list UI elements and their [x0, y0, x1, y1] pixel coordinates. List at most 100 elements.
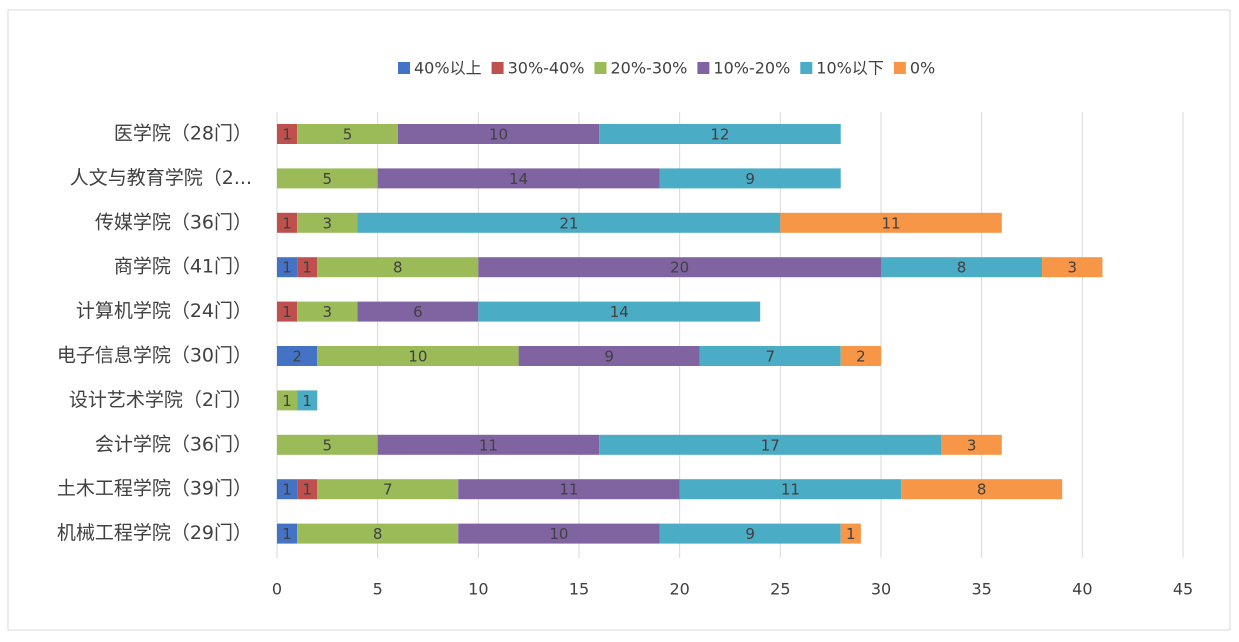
bar-segment [840, 346, 881, 366]
y-tick-label: 人文与教育学院（2... [70, 167, 252, 189]
bar-segment [478, 257, 881, 278]
legend-label: 10%-20% [713, 59, 790, 78]
bar-segment [277, 301, 298, 322]
data-label: 9 [604, 348, 614, 366]
bar-segment [297, 523, 459, 544]
bar-segment [478, 301, 761, 322]
data-label: 3 [967, 436, 977, 454]
data-label: 11 [781, 481, 800, 499]
bar-segment [458, 523, 660, 544]
bar-segment [277, 124, 298, 144]
bar-segment [277, 346, 318, 366]
data-label: 1 [282, 481, 292, 499]
x-tick-label: 35 [971, 580, 991, 599]
bar-segment [297, 257, 318, 278]
data-label: 1 [302, 481, 312, 499]
data-label: 11 [559, 481, 578, 499]
data-label: 8 [373, 525, 383, 543]
data-label: 1 [302, 259, 312, 277]
x-tick-label: 20 [669, 580, 689, 599]
bar-segment [357, 301, 479, 322]
bar-segment [297, 479, 318, 500]
bar-segment [317, 479, 459, 500]
x-tick-label: 15 [569, 580, 589, 599]
bar-segment [277, 523, 298, 544]
legend-label: 10%以下 [816, 59, 884, 78]
bar-segment [297, 124, 398, 144]
bar-segment [840, 523, 861, 544]
data-label: 7 [765, 348, 775, 366]
data-label: 20 [670, 259, 689, 277]
bar-segment [357, 212, 781, 233]
data-label: 1 [846, 525, 856, 543]
data-label: 14 [610, 303, 629, 321]
data-label: 10 [489, 126, 508, 144]
data-label: 8 [977, 481, 987, 499]
bar-segment [397, 124, 600, 144]
legend-swatch [491, 62, 504, 74]
bar-segment [941, 434, 1002, 455]
data-label: 3 [323, 214, 333, 232]
bar-segment [679, 479, 902, 500]
x-tick-label: 40 [1072, 580, 1092, 599]
data-label: 17 [761, 436, 780, 454]
y-tick-label: 土木工程学院（39门） [57, 478, 252, 500]
data-label: 1 [282, 525, 292, 543]
data-label: 11 [882, 214, 901, 232]
y-tick-label: 设计艺术学院（2门） [69, 389, 252, 411]
y-tick-label: 计算机学院（24门） [76, 300, 252, 322]
data-label: 3 [323, 303, 333, 321]
data-label: 9 [745, 525, 755, 543]
legend-swatch [398, 62, 410, 74]
bar-segment [277, 168, 378, 189]
data-label: 2 [292, 348, 302, 366]
data-label: 8 [393, 259, 403, 277]
x-tick-label: 45 [1173, 580, 1193, 599]
y-tick-label: 会计学院（36门） [95, 433, 252, 455]
y-tick-label: 机械工程学院（29门） [57, 522, 252, 544]
data-label: 1 [282, 392, 292, 410]
data-label: 1 [302, 392, 312, 410]
data-label: 6 [413, 303, 423, 321]
x-tick-label: 30 [871, 580, 891, 599]
data-label: 12 [710, 126, 729, 144]
y-tick-label: 电子信息学院（30门） [57, 345, 252, 367]
bar-segment [277, 434, 378, 455]
bar-segment [901, 479, 1063, 500]
legend-label: 40%以上 [414, 59, 482, 78]
bar-segment [780, 212, 1002, 233]
bar-segment [518, 346, 700, 366]
data-label: 5 [323, 436, 333, 454]
y-tick-label: 商学院（41门） [114, 256, 252, 278]
data-label: 9 [745, 170, 755, 188]
bar-segment [659, 523, 841, 544]
bar-segment [1042, 257, 1103, 278]
data-label: 10 [408, 348, 427, 366]
bar-segment [297, 390, 318, 411]
bar-segment [297, 301, 358, 322]
bar-segment [458, 479, 680, 500]
data-label: 14 [509, 170, 528, 188]
legend-swatch [800, 62, 813, 74]
data-label: 1 [282, 214, 292, 232]
x-tick-label: 25 [770, 580, 790, 599]
data-label: 3 [1067, 259, 1077, 277]
data-label: 5 [343, 126, 353, 144]
data-label: 11 [479, 436, 498, 454]
data-label: 5 [323, 170, 333, 188]
bar-segment [659, 168, 841, 189]
bar-segment [297, 212, 358, 233]
data-label: 8 [957, 259, 967, 277]
y-tick-label: 传媒学院（36门） [95, 211, 252, 233]
y-tick-label: 医学院（28门） [114, 123, 252, 145]
x-tick-label: 5 [373, 580, 383, 599]
bar-segment [599, 434, 942, 455]
legend-swatch [697, 62, 710, 74]
data-label: 2 [856, 348, 866, 366]
legend-swatch [893, 62, 906, 74]
bar-segment [599, 124, 841, 144]
data-label: 10 [549, 525, 568, 543]
bar-segment [377, 168, 660, 189]
data-label: 21 [559, 214, 578, 232]
